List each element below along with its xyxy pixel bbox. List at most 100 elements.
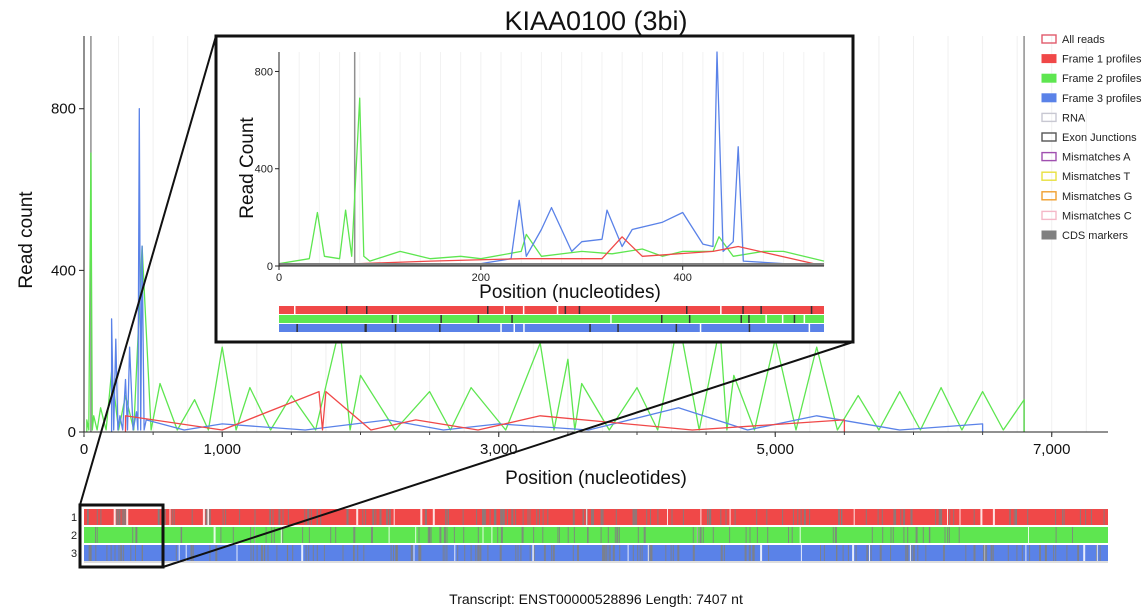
- cds-marker: [457, 545, 459, 561]
- cds-marker: [853, 509, 855, 525]
- inset-cds-marker: [364, 324, 366, 332]
- cds-marker: [89, 545, 92, 561]
- cds-marker: [980, 509, 983, 525]
- cds-marker: [445, 509, 447, 525]
- cds-marker: [612, 545, 615, 561]
- inset-cds-marker: [564, 306, 567, 314]
- cds-marker: [943, 545, 945, 561]
- cds-marker: [928, 527, 930, 543]
- inset-cds-marker: [440, 315, 442, 323]
- cds-marker: [507, 509, 508, 525]
- cds-marker: [836, 545, 837, 561]
- cds-marker: [106, 545, 108, 561]
- cds-marker: [838, 509, 840, 525]
- inset-series-line-3: [278, 236, 825, 267]
- cds-marker: [632, 509, 634, 525]
- cds-marker: [280, 527, 282, 543]
- cds-marker: [278, 509, 281, 525]
- cds-marker: [990, 545, 992, 561]
- cds-marker: [342, 545, 344, 561]
- cds-marker: [353, 527, 356, 543]
- cds-marker: [305, 545, 307, 561]
- cds-marker: [616, 527, 619, 543]
- cds-marker: [609, 545, 611, 561]
- inset-cds-marker: [503, 306, 505, 314]
- cds-marker: [497, 527, 499, 543]
- cds-marker: [308, 527, 310, 543]
- cds-marker: [470, 545, 472, 561]
- cds-marker: [551, 545, 553, 561]
- cds-marker: [362, 509, 364, 525]
- inset-cds-marker: [477, 315, 480, 323]
- cds-marker: [725, 509, 727, 525]
- cds-marker: [922, 527, 924, 543]
- legend-swatch-3: [1041, 73, 1057, 83]
- inset-cds-marker: [394, 324, 397, 332]
- cds-marker: [114, 545, 116, 561]
- cds-marker: [910, 509, 913, 525]
- cds-marker: [756, 527, 758, 543]
- cds-marker: [125, 509, 126, 525]
- cds-marker: [895, 509, 897, 525]
- cds-marker: [600, 509, 603, 525]
- cds-marker: [87, 509, 88, 525]
- inset-cds-marker: [661, 315, 663, 323]
- cds-marker: [446, 545, 448, 561]
- cds-marker: [1062, 509, 1064, 525]
- inset-y-ticks: 0 400 800: [255, 66, 279, 273]
- inset-cds-marker: [740, 315, 742, 323]
- inset-cds-marker: [675, 324, 678, 332]
- cds-marker: [477, 545, 480, 561]
- cds-marker: [651, 545, 653, 561]
- cds-marker: [141, 545, 143, 561]
- legend-label-4: Frame 3 profiles: [1062, 93, 1142, 105]
- cds-marker: [632, 545, 634, 561]
- cds-marker: [635, 509, 638, 525]
- cds-marker: [123, 509, 125, 525]
- cds-marker: [866, 545, 868, 561]
- cds-marker: [432, 509, 435, 525]
- cds-marker: [756, 509, 758, 525]
- cds-marker: [665, 545, 667, 561]
- cds-marker: [118, 545, 120, 561]
- cds-marker: [682, 509, 684, 525]
- inset-cds-marker: [765, 315, 767, 323]
- frame-strip-1: [84, 509, 1108, 525]
- cds-marker: [600, 527, 602, 543]
- cds-marker: [823, 545, 825, 561]
- cds-marker: [723, 545, 725, 561]
- inset-x-axis-label: Position (nucleotides): [479, 282, 661, 303]
- cds-marker: [573, 509, 575, 525]
- inset-cds-marker: [748, 324, 751, 332]
- cds-marker: [634, 509, 636, 525]
- inset-cds-marker: [487, 306, 489, 314]
- cds-marker: [882, 527, 884, 543]
- cds-marker: [113, 509, 116, 525]
- inset-cds-marker: [397, 315, 399, 323]
- cds-marker: [418, 527, 420, 543]
- cds-marker: [1078, 545, 1079, 561]
- cds-marker: [973, 545, 976, 561]
- main-x-tick-label: 7,000: [1033, 441, 1071, 458]
- chart-title: KIAA0100 (3bi): [504, 6, 687, 36]
- main-x-tick-label: 1,000: [203, 441, 241, 458]
- cds-marker: [602, 545, 603, 561]
- cds-marker: [799, 527, 801, 543]
- frame-strip-markers-1: [87, 509, 1105, 525]
- cds-marker: [905, 545, 907, 561]
- cds-marker: [87, 509, 89, 525]
- cds-marker: [463, 527, 465, 543]
- cds-marker: [202, 509, 205, 525]
- cds-marker: [135, 545, 136, 561]
- cds-marker: [533, 527, 535, 543]
- cds-marker: [637, 545, 639, 561]
- cds-marker: [500, 509, 502, 525]
- cds-marker: [749, 545, 751, 561]
- inset-cds-marker: [556, 306, 559, 314]
- cds-marker: [292, 545, 294, 561]
- cds-marker: [672, 545, 674, 561]
- cds-marker: [913, 545, 915, 561]
- cds-marker: [393, 509, 395, 525]
- cds-marker: [925, 545, 927, 561]
- cds-marker: [1099, 545, 1101, 561]
